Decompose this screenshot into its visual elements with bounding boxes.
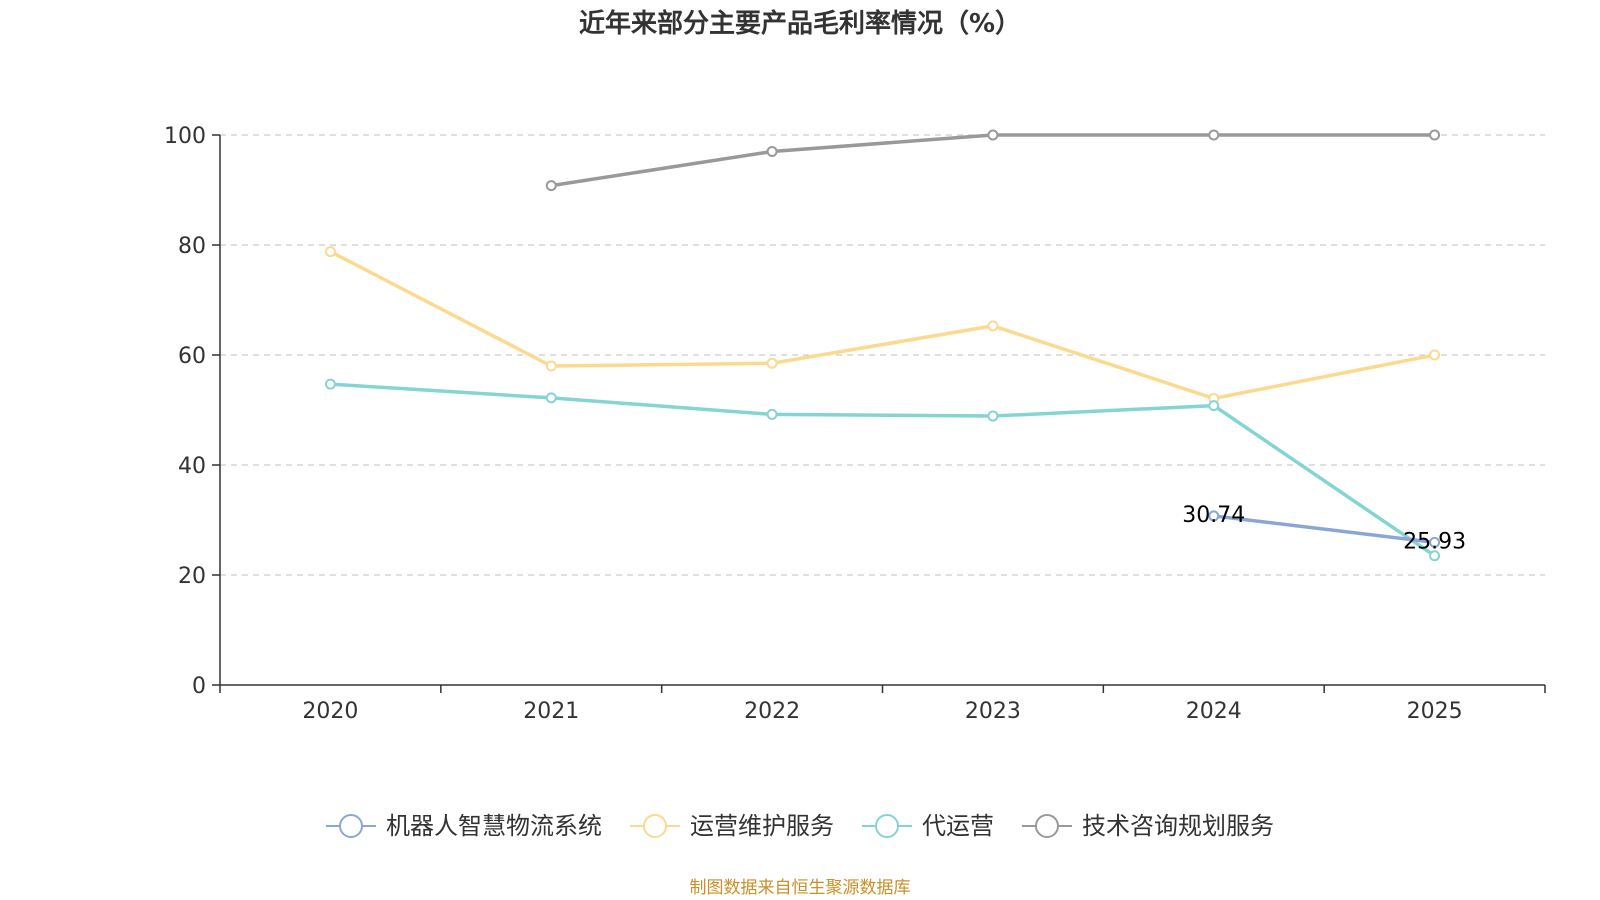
x-tick-label: 2022: [744, 699, 800, 724]
data-point[interactable]: [766, 146, 778, 157]
data-point[interactable]: [324, 378, 336, 390]
legend-item-4[interactable]: 技术咨询规划服务: [1021, 812, 1274, 840]
data-point[interactable]: [1208, 510, 1220, 522]
legend-label: 技术咨询规划服务: [1082, 812, 1274, 840]
series-line-2: [328, 249, 1437, 401]
y-tick-label: 60: [178, 344, 206, 369]
legend-item-2[interactable]: 运营维护服务: [630, 812, 834, 840]
data-point[interactable]: [1429, 349, 1441, 361]
data-point[interactable]: [324, 246, 336, 258]
data-point[interactable]: [1208, 400, 1220, 412]
legend-item-3[interactable]: 代运营: [861, 812, 994, 840]
grid-layer: [220, 134, 1545, 576]
x-tick-label: 2023: [965, 699, 1021, 724]
legend-marker: [1034, 814, 1059, 838]
data-point[interactable]: [766, 357, 778, 369]
x-tick-label: 2020: [302, 699, 358, 724]
x-tick-label: 2021: [523, 699, 579, 724]
data-point[interactable]: [545, 360, 557, 372]
series-layer: [324, 129, 1441, 562]
data-point[interactable]: [545, 180, 557, 192]
x-tick-label: 2025: [1407, 699, 1463, 724]
series-line-1: [1212, 514, 1437, 545]
legend[interactable]: 机器人智慧物流系统 运营维护服务 代运营 技术咨询规划服务: [326, 812, 1274, 840]
y-tick-label: 100: [164, 124, 206, 149]
data-label: 25.93: [1403, 529, 1466, 554]
data-point[interactable]: [987, 320, 999, 332]
data-label-layer: 30.74 25.93: [1182, 503, 1466, 554]
data-label: 30.74: [1182, 503, 1245, 528]
legend-marker: [874, 814, 899, 838]
data-point[interactable]: [766, 408, 778, 420]
y-tick-label: 0: [192, 674, 206, 699]
data-point[interactable]: [987, 129, 999, 141]
legend-label: 运营维护服务: [690, 812, 834, 840]
x-tick-label: 2024: [1186, 699, 1242, 724]
legend-marker: [339, 814, 364, 838]
source-note: 制图数据来自恒生聚源数据库: [690, 878, 911, 898]
legend-label: 机器人智慧物流系统: [386, 812, 602, 840]
data-point[interactable]: [1429, 550, 1441, 562]
legend-label: 代运营: [922, 812, 994, 840]
data-point[interactable]: [1429, 536, 1441, 548]
series-line-3: [328, 382, 1437, 558]
axis-layer: 0 20 40 60 80 100 2020 2021 2022 2023 2024 2025: [164, 124, 1546, 724]
data-point[interactable]: [1429, 129, 1441, 141]
series-line-4: [549, 133, 1437, 188]
data-point[interactable]: [545, 392, 557, 404]
legend-item-1[interactable]: 机器人智慧物流系统: [326, 812, 602, 840]
y-tick-label: 40: [178, 454, 206, 479]
y-tick-label: 80: [178, 234, 206, 259]
chart-title: 近年来部分主要产品毛利率情况（%）: [579, 8, 1021, 39]
legend-marker: [643, 814, 668, 838]
data-point[interactable]: [987, 410, 999, 422]
y-tick-label: 20: [178, 564, 206, 589]
data-point[interactable]: [1208, 129, 1220, 141]
